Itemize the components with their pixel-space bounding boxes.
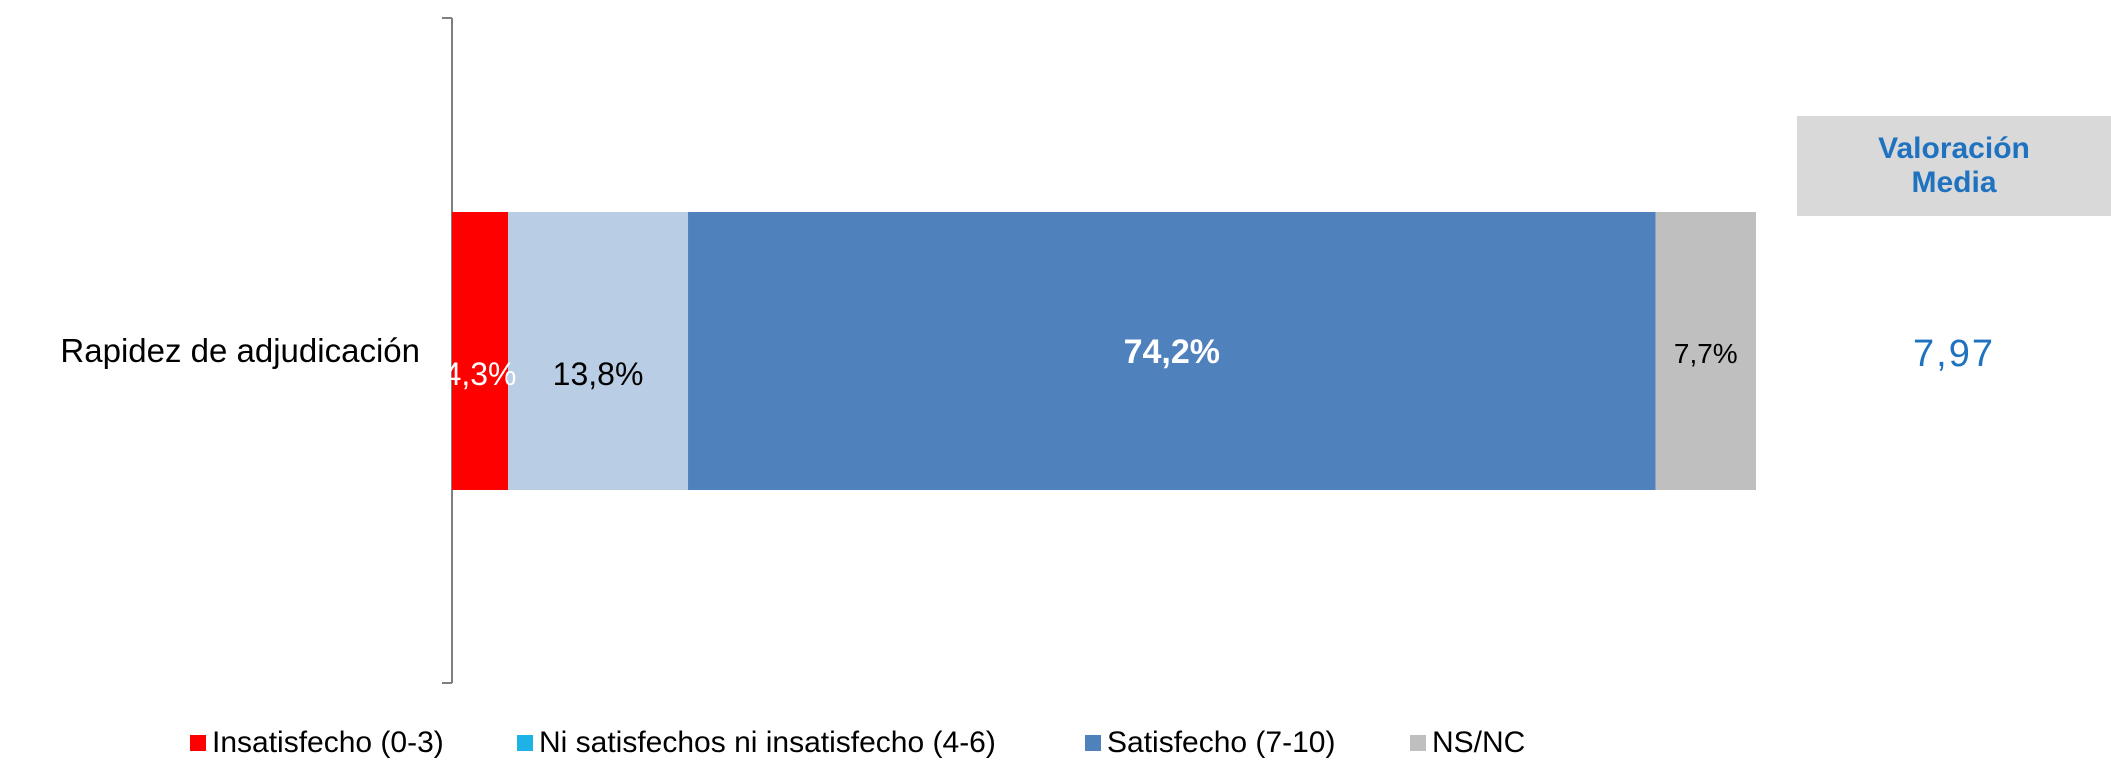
legend-label-nsnc: NS/NC [1432,726,1526,759]
stacked-bars [452,212,1756,490]
legend-label-insatisfecho: Insatisfecho (0-3) [212,726,444,759]
legend-label-ni-satisfechos: Ni satisfechos ni insatisfecho (4-6) [539,726,996,759]
category-labels: Rapidez de adjudicación [60,332,420,369]
legend-item-insatisfecho: Insatisfecho (0-3) [190,726,444,760]
data-label: 4,3% [444,356,517,392]
bar-segment-ni-satisfechos-ni-insatisfecho-4-6 [508,212,689,490]
average-rating-header-label: Valoración Media [1878,132,2030,199]
bar-segment-insatisfecho-0-3 [452,212,509,490]
legend-item-nsnc: NS/NC [1410,726,1525,760]
data-label: 74,2% [1124,333,1220,371]
legend-swatch-ni-satisfechos [517,735,533,751]
data-label: 13,8% [553,356,644,392]
category-axis [442,17,453,684]
legend-item-ni-satisfechos: Ni satisfechos ni insatisfecho (4-6) [517,726,996,760]
data-label: 7,7% [1674,338,1738,369]
legend-swatch-satisfecho [1085,735,1101,751]
legend-swatch-nsnc [1410,735,1426,751]
bar-segment-satisfecho-7-10 [688,212,1656,490]
average-rating-header: Valoración Media [1797,116,2111,216]
category-label: Rapidez de adjudicación [60,332,420,369]
legend: Insatisfecho (0-3) Ni satisfechos ni ins… [0,726,2111,760]
average-rating-value: 7,97 [1913,333,1995,375]
legend-item-satisfecho: Satisfecho (7-10) [1085,726,1335,760]
data-labels: 4,3% 13,8% 74,2% 7,7% [444,333,1738,392]
legend-swatch-insatisfecho [190,735,206,751]
legend-label-satisfecho: Satisfecho (7-10) [1107,726,1336,759]
bar-segment-ns-nc [1655,212,1756,490]
